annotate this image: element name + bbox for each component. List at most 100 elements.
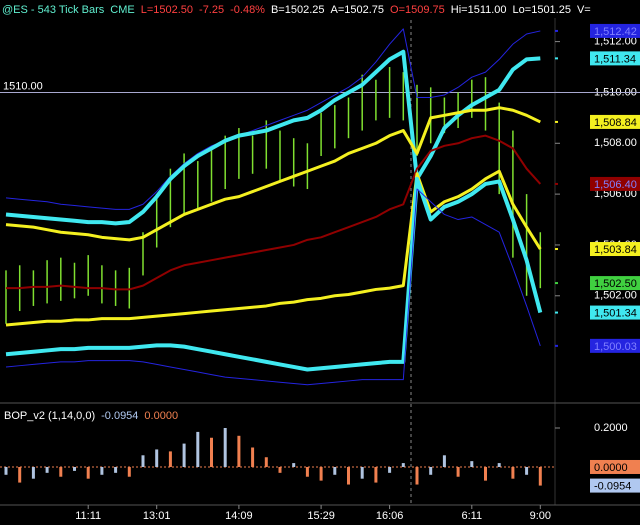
histogram-bar xyxy=(237,435,241,467)
last-value-label: 1,508.84 xyxy=(594,117,637,129)
band-line xyxy=(6,134,542,291)
indicator-readout: 0.0000 xyxy=(144,410,178,422)
last-value-label-box xyxy=(590,338,640,353)
last-value-label-box xyxy=(590,305,640,320)
histogram-bar xyxy=(333,466,337,475)
band-line xyxy=(5,176,543,372)
readout-label-box xyxy=(590,459,640,474)
header-item: V= xyxy=(577,4,591,16)
last-value-label: 1,506.40 xyxy=(594,179,637,191)
histogram-bar xyxy=(429,466,433,475)
last-value-marker xyxy=(555,344,558,347)
histogram-bar xyxy=(470,461,474,467)
x-tick-label: 15:29 xyxy=(307,510,335,522)
histogram-bar xyxy=(511,466,515,479)
histogram-bar xyxy=(292,463,296,467)
histogram-bar xyxy=(141,455,145,467)
last-value-marker xyxy=(555,57,558,60)
last-value-label: 1,512.42 xyxy=(594,26,637,38)
last-price-marker xyxy=(555,282,558,285)
header-item: Hi=1511.00 xyxy=(451,4,507,16)
histogram-bar xyxy=(155,449,159,467)
x-tick-label: 11:11 xyxy=(75,510,101,522)
y-tick-label: 1,502.00 xyxy=(594,290,637,302)
header-item: A=1502.75 xyxy=(331,4,385,16)
histogram-bar xyxy=(415,466,419,485)
histogram-bar xyxy=(525,466,529,475)
histogram-bar xyxy=(127,466,131,477)
horizontal-line-label: 1510.00 xyxy=(3,80,43,92)
histogram-bar xyxy=(456,466,460,477)
histogram-bar xyxy=(18,466,22,483)
histogram-bar xyxy=(401,463,405,467)
histogram-bar xyxy=(360,466,364,479)
readout-label: 0.0000 xyxy=(594,462,628,474)
x-tick-label: 13:01 xyxy=(143,510,171,522)
histogram-bar xyxy=(388,466,392,473)
band-line xyxy=(5,49,541,226)
header-item: O=1509.75 xyxy=(390,4,445,16)
last-price-label: 1,502.50 xyxy=(594,278,637,290)
y-tick-label: 1,508.00 xyxy=(594,137,637,149)
last-value-label: 1,500.03 xyxy=(594,341,637,353)
last-value-label-box xyxy=(590,242,640,257)
y-tick-label: 1,506.00 xyxy=(594,188,637,200)
histogram-bar xyxy=(45,466,49,473)
header-item: Lo=1501.25 xyxy=(513,4,571,16)
histogram-bar xyxy=(251,447,255,467)
last-value-marker xyxy=(555,29,558,32)
header-item: @ES - 543 Tick Bars xyxy=(2,4,105,16)
histogram-bar xyxy=(442,455,446,467)
histogram-bar xyxy=(73,466,76,471)
band-line xyxy=(5,28,541,210)
histogram-bar xyxy=(319,466,323,481)
indicator-name: BOP_v2 (1,14,0,0) xyxy=(4,410,95,422)
last-value-label-box xyxy=(590,51,640,66)
histogram-bar xyxy=(31,466,35,479)
histogram-bar xyxy=(182,443,186,467)
band-line xyxy=(5,106,541,242)
histogram-bar xyxy=(4,466,8,475)
last-value-marker xyxy=(555,182,558,185)
histogram-bar xyxy=(278,466,282,473)
indicator-title: BOP_v2 (1,14,0,0) -0.0954 0.0000 xyxy=(4,410,178,422)
header-item: B=1502.25 xyxy=(271,4,325,16)
histogram-bar xyxy=(196,431,200,467)
header-item: L=1502.50 xyxy=(141,4,193,16)
last-value-label-box xyxy=(590,176,640,191)
histogram-bar xyxy=(538,466,542,486)
last-value-marker xyxy=(555,248,558,251)
last-value-label: 1,511.34 xyxy=(594,53,636,65)
last-value-label-box xyxy=(590,23,640,38)
histogram-bar xyxy=(484,466,487,481)
band-line xyxy=(5,169,542,327)
readout-label-box xyxy=(590,478,640,493)
band-line xyxy=(5,188,541,386)
x-tick-label: 6:11 xyxy=(462,510,483,522)
histogram-bar xyxy=(347,466,350,485)
last-value-marker xyxy=(555,311,558,314)
readout-label: -0.0954 xyxy=(594,480,631,492)
histogram-bar xyxy=(305,466,309,477)
histogram-bar xyxy=(374,466,378,483)
histogram-bar xyxy=(100,466,104,475)
last-value-label-box xyxy=(590,114,640,129)
header-item: -7.25 xyxy=(199,4,224,16)
histogram-bar xyxy=(497,463,501,467)
x-tick-label: 9:00 xyxy=(530,510,551,522)
y-tick-label: 1,512.00 xyxy=(594,36,637,48)
last-price-label-box xyxy=(590,276,640,291)
histogram-bar xyxy=(264,457,268,467)
x-tick-label: 16:06 xyxy=(376,510,404,522)
histogram-bar xyxy=(223,428,227,467)
histogram-bar xyxy=(59,466,63,477)
header: @ES - 543 Tick Bars CME L=1502.50 -7.25 -0.4… xyxy=(2,4,591,16)
histogram-bar xyxy=(210,437,213,467)
last-value-label: 1,501.34 xyxy=(594,307,637,319)
header-item: CME xyxy=(110,4,134,16)
histogram-bar xyxy=(168,451,172,467)
last-value-label: 1,503.84 xyxy=(594,244,637,256)
header-item: -0.48% xyxy=(230,4,265,16)
